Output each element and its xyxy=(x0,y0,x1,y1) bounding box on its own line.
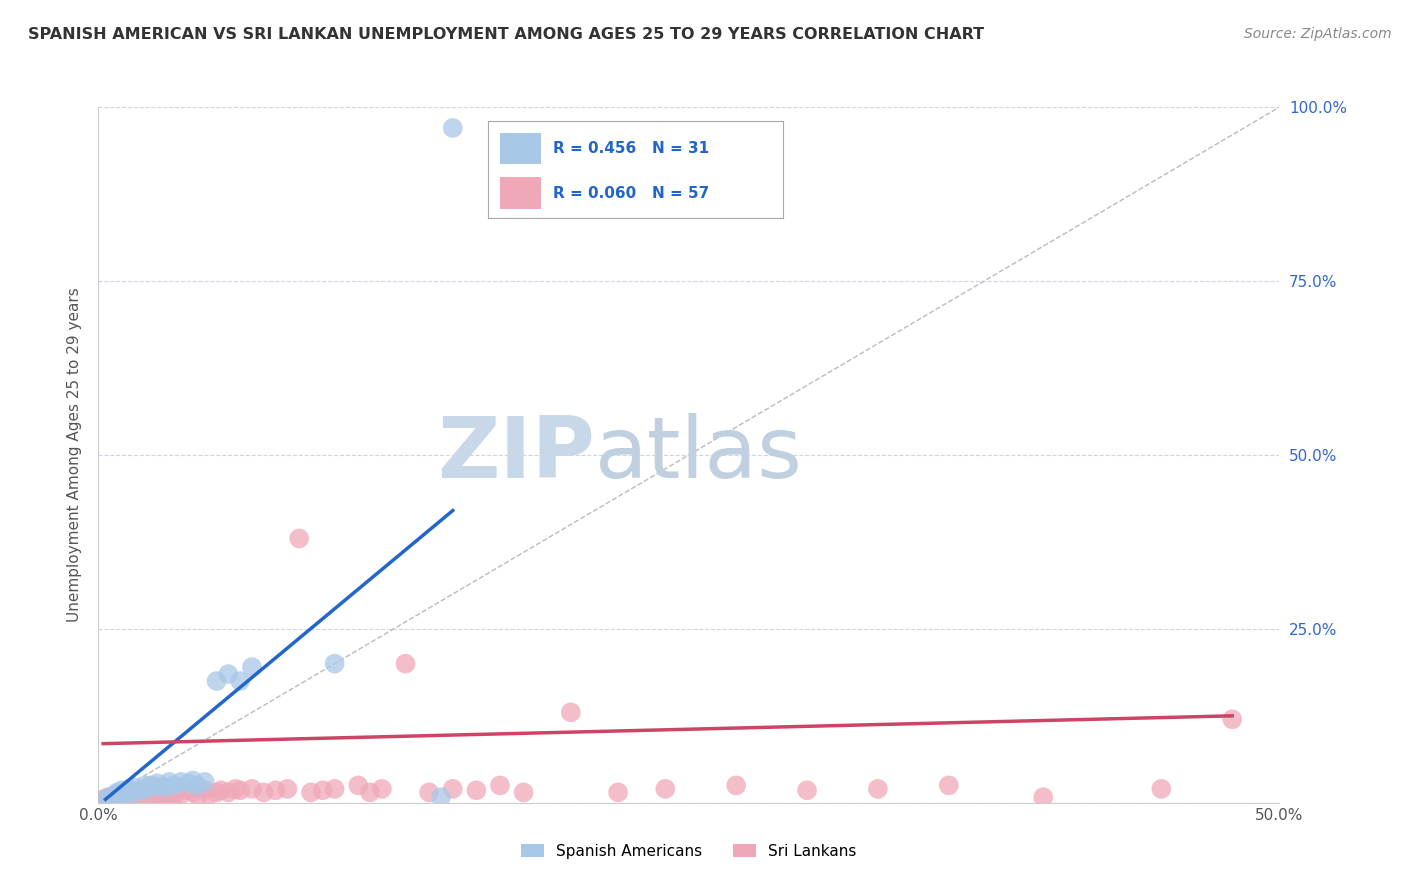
Point xyxy=(288,532,311,546)
Y-axis label: Unemployment Among Ages 25 to 29 years: Unemployment Among Ages 25 to 29 years xyxy=(67,287,83,623)
Point xyxy=(217,667,239,681)
Point xyxy=(209,783,232,797)
Point xyxy=(104,789,127,803)
Point xyxy=(146,776,169,790)
Point xyxy=(146,789,169,803)
Point xyxy=(122,780,145,795)
Text: R = 0.060   N = 57: R = 0.060 N = 57 xyxy=(553,186,710,201)
Point xyxy=(489,778,512,792)
Point xyxy=(139,778,162,792)
Point xyxy=(240,781,263,796)
Point xyxy=(1220,712,1243,726)
Point xyxy=(607,785,630,799)
Point xyxy=(177,776,200,790)
Legend: Spanish Americans, Sri Lankans: Spanish Americans, Sri Lankans xyxy=(515,838,863,864)
Point xyxy=(394,657,416,671)
Point xyxy=(135,790,157,805)
Point xyxy=(135,781,157,796)
Point xyxy=(229,783,252,797)
Point xyxy=(205,785,228,799)
Point xyxy=(323,657,346,671)
Point xyxy=(163,789,186,803)
Point xyxy=(122,786,145,800)
Text: Source: ZipAtlas.com: Source: ZipAtlas.com xyxy=(1244,27,1392,41)
Point xyxy=(118,781,141,796)
Point xyxy=(465,783,488,797)
Point xyxy=(177,783,200,797)
Point xyxy=(938,778,960,792)
Point xyxy=(253,785,276,799)
Point xyxy=(157,775,180,789)
Text: R = 0.456   N = 31: R = 0.456 N = 31 xyxy=(553,141,709,156)
Point xyxy=(371,781,394,796)
Point xyxy=(512,785,534,799)
Point xyxy=(240,660,263,674)
Point xyxy=(115,785,138,799)
Point xyxy=(441,781,464,796)
Point xyxy=(323,781,346,796)
Point xyxy=(139,785,162,799)
Point xyxy=(122,789,145,803)
Point xyxy=(312,783,335,797)
Point xyxy=(187,778,209,792)
Point xyxy=(264,783,287,797)
Point xyxy=(181,773,204,788)
Point xyxy=(128,785,150,799)
Point xyxy=(359,785,381,799)
Point xyxy=(170,788,193,802)
Point xyxy=(129,783,152,797)
Point xyxy=(165,785,187,799)
Point xyxy=(347,778,370,792)
Point xyxy=(187,789,209,803)
Text: SPANISH AMERICAN VS SRI LANKAN UNEMPLOYMENT AMONG AGES 25 TO 29 YEARS CORRELATIO: SPANISH AMERICAN VS SRI LANKAN UNEMPLOYM… xyxy=(28,27,984,42)
Text: atlas: atlas xyxy=(595,413,803,497)
Point xyxy=(146,780,169,794)
Point xyxy=(135,778,157,792)
Text: ZIP: ZIP xyxy=(437,413,595,497)
Point xyxy=(560,706,582,720)
Point xyxy=(111,783,134,797)
Point xyxy=(157,788,180,802)
Point xyxy=(205,674,228,689)
Point xyxy=(97,790,120,805)
Point xyxy=(118,788,141,802)
Point xyxy=(217,785,239,799)
Point xyxy=(105,788,128,802)
Point xyxy=(142,788,165,802)
Point xyxy=(150,785,173,799)
Point xyxy=(194,775,217,789)
Point xyxy=(111,788,134,802)
Point xyxy=(153,780,176,795)
Bar xyxy=(501,178,541,209)
Point xyxy=(163,778,186,792)
Point xyxy=(654,781,676,796)
Point xyxy=(229,674,252,689)
Bar xyxy=(501,133,541,164)
Point xyxy=(115,785,138,799)
Point xyxy=(194,783,217,797)
Point xyxy=(170,775,193,789)
Point xyxy=(98,790,121,805)
Point xyxy=(418,785,440,799)
Point xyxy=(866,781,889,796)
Point xyxy=(105,785,128,799)
Point xyxy=(1032,790,1054,805)
Point xyxy=(111,789,134,803)
Point xyxy=(101,789,124,803)
Point xyxy=(441,120,464,135)
Point xyxy=(153,790,176,805)
Point xyxy=(181,785,204,799)
Point xyxy=(276,781,298,796)
Point xyxy=(430,790,453,805)
Point xyxy=(1150,781,1173,796)
Point xyxy=(91,792,114,806)
Point xyxy=(725,778,748,792)
Point xyxy=(299,785,322,799)
Point xyxy=(94,792,117,806)
Point xyxy=(796,783,818,797)
Point xyxy=(198,788,221,802)
Point xyxy=(129,788,152,802)
Point xyxy=(224,781,246,796)
